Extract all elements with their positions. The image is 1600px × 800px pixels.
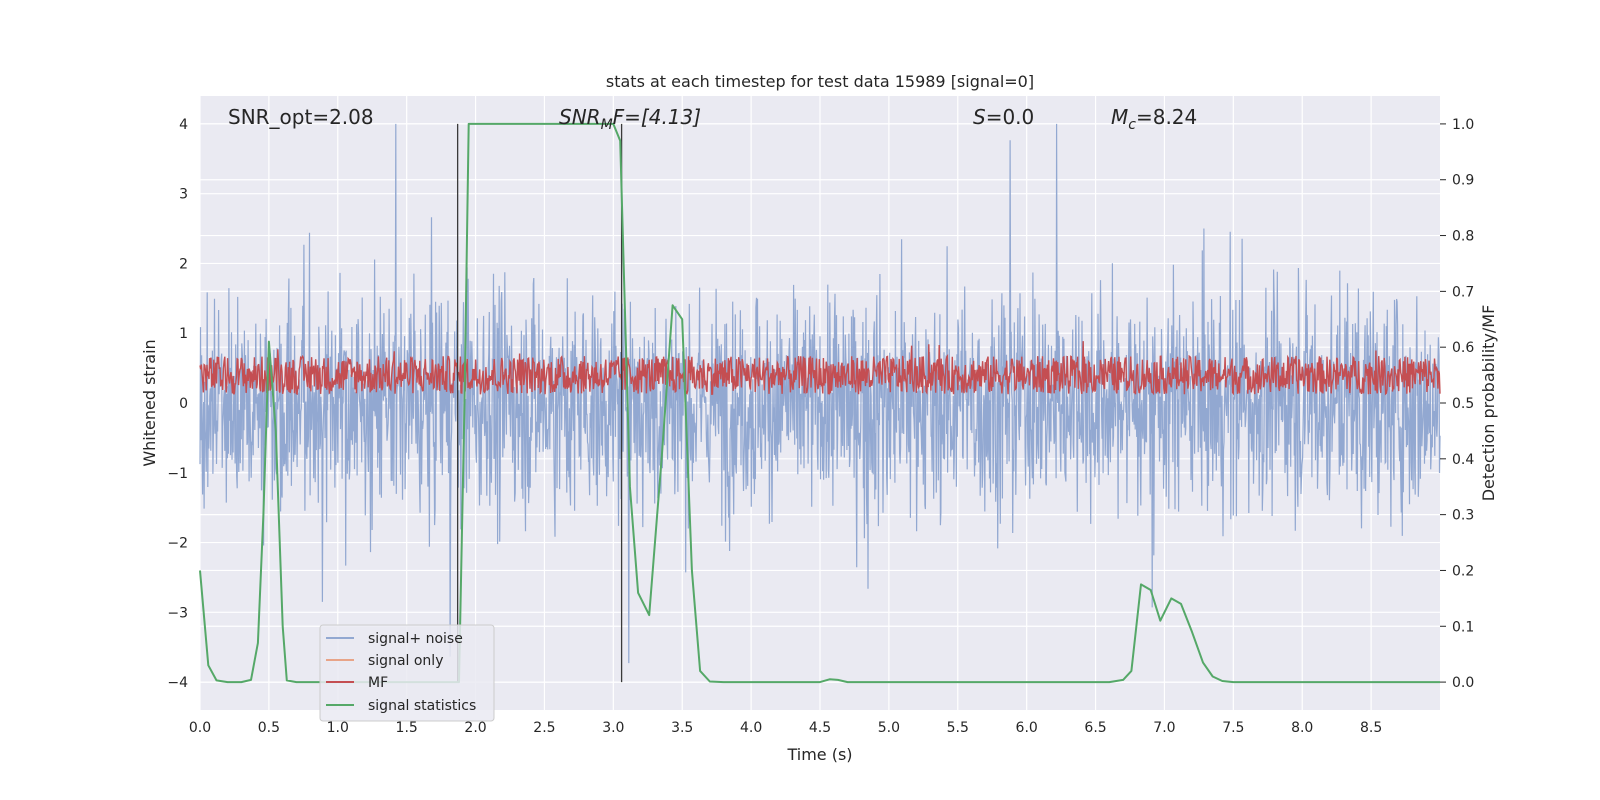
y-tick-label: −4	[167, 675, 188, 691]
annotation-snr-mf-prefix: SNR	[559, 105, 601, 129]
x-axis-ticks: 0.0 0.5 1.0 1.5 2.0 2.5 3.0 3.5 4.0 4.5 5.0 5.5 6.0 6…	[189, 720, 1382, 736]
x-tick-label: 1.0	[327, 720, 349, 736]
x-tick-label: 0.0	[189, 720, 211, 736]
x-tick-label: 5.0	[878, 720, 900, 736]
signal-statistics-series	[199, 122, 1440, 684]
mf-line	[199, 341, 1441, 396]
x-tick-label: 0.5	[258, 720, 280, 736]
y-right-tick-label: 0.2	[1452, 563, 1474, 579]
legend: signal+ noise signal only MF signal stat…	[319, 624, 495, 722]
annotation-snr-opt: SNR_opt=2.08	[228, 105, 374, 129]
y-tick-label: −3	[167, 605, 188, 621]
x-tick-label: 4.0	[740, 720, 762, 736]
y-right-tick-label: 0.0	[1452, 675, 1474, 691]
x-tick-label: 6.5	[1084, 720, 1106, 736]
y-right-tick-label: 1.0	[1452, 117, 1474, 133]
y-axis-ticks: 4 3 2 1 0 −1 −2 −3 −4	[167, 117, 188, 691]
y-right-tick-label: 0.7	[1452, 284, 1474, 300]
x-tick-label: 2.5	[533, 720, 555, 736]
x-tick-label: 8.0	[1291, 720, 1313, 736]
y-right-tick-label: 0.5	[1452, 396, 1474, 412]
y-right-tick-label: 0.1	[1452, 619, 1474, 635]
x-tick-label: 6.0	[1016, 720, 1038, 736]
legend-box	[319, 624, 495, 722]
x-tick-label: 3.0	[602, 720, 624, 736]
annotation-mc-label: M	[1111, 105, 1128, 129]
y-right-tick-label: 0.8	[1452, 229, 1474, 245]
annotation-mc-rest: =8.24	[1136, 105, 1197, 129]
y-right-tick-label: 0.3	[1452, 508, 1474, 524]
annotation-snr-mf-rest: F=[4.13]	[613, 105, 701, 129]
annotation-mc-sub: c	[1128, 117, 1136, 133]
chart-title: stats at each timestep for test data 159…	[606, 72, 1034, 91]
x-tick-label: 1.5	[396, 720, 418, 736]
y-tick-label: −2	[167, 536, 188, 552]
legend-label-stats: signal statistics	[368, 698, 476, 714]
legend-label-mf: MF	[368, 675, 388, 691]
y-right-axis-ticks: 1.0 0.9 0.8 0.7 0.6 0.5 0.4 0.3 0.2 0.1 0.0	[1440, 117, 1474, 691]
x-tick-label: 3.5	[671, 720, 693, 736]
x-tick-label: 8.5	[1360, 720, 1382, 736]
x-axis-label: Time (s)	[786, 745, 852, 764]
signal-noise-line	[199, 123, 1441, 664]
y-tick-label: 4	[179, 117, 188, 133]
annotation-s-rest: =0.0	[986, 105, 1035, 129]
annotation-s-label: S	[973, 105, 986, 129]
y-right-axis-label: Detection probability/MF	[1479, 305, 1498, 502]
signal-statistics-line	[199, 122, 1440, 684]
x-tick-label: 7.5	[1222, 720, 1244, 736]
y-axis-label: Whitened strain	[140, 339, 159, 466]
y-tick-label: 1	[179, 326, 188, 342]
y-tick-label: −1	[167, 466, 188, 482]
y-tick-label: 2	[179, 256, 188, 272]
y-right-tick-label: 0.6	[1452, 340, 1474, 356]
y-tick-label: 0	[179, 396, 188, 412]
mf-series	[199, 341, 1441, 396]
legend-label-signal-only: signal only	[368, 653, 443, 669]
x-tick-label: 4.5	[809, 720, 831, 736]
annotation-mc: Mc=8.24	[1111, 105, 1197, 133]
x-tick-label: 2.0	[464, 720, 486, 736]
y-right-tick-label: 0.9	[1452, 173, 1474, 189]
signal-noise-series	[199, 123, 1441, 664]
annotation-s: S=0.0	[973, 105, 1034, 129]
x-tick-label: 7.0	[1153, 720, 1175, 736]
y-right-tick-label: 0.4	[1452, 452, 1474, 468]
x-tick-label: 5.5	[947, 720, 969, 736]
y-tick-label: 3	[179, 187, 188, 203]
annotation-snr-mf-sub: M	[601, 117, 613, 133]
annotation-snr-mf: SNRMF=[4.13]	[559, 105, 701, 133]
legend-label-noise: signal+ noise	[368, 631, 463, 647]
